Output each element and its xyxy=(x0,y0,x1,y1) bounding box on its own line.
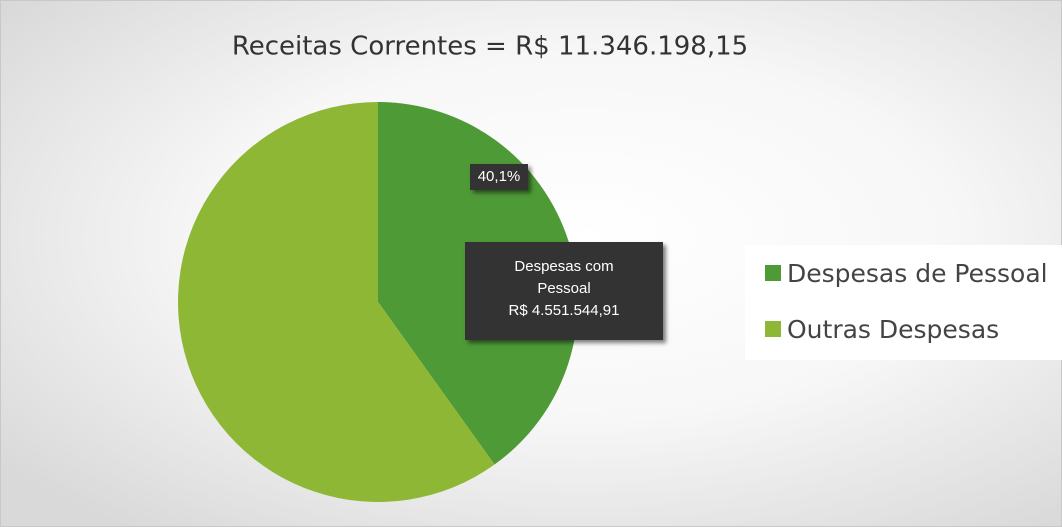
legend: Despesas de Pessoal Outras Despesas xyxy=(745,245,1062,360)
annotation-label: Despesas com Pessoal xyxy=(514,258,614,297)
legend-label: Despesas de Pessoal xyxy=(787,259,1048,288)
legend-swatch xyxy=(765,321,781,337)
legend-item: Outras Despesas xyxy=(765,315,999,344)
legend-label: Outras Despesas xyxy=(787,315,1000,344)
annotation-amount: R$ 4.551.544,91 xyxy=(508,302,620,319)
chart-title: Receitas Correntes = R$ 11.346.198,15 xyxy=(232,32,748,62)
legend-swatch xyxy=(765,265,781,281)
pie-slice xyxy=(177,102,495,503)
value-label: 40,1% xyxy=(470,164,528,190)
legend-item: Despesas de Pessoal xyxy=(765,259,1048,288)
annotation: Despesas com Pessoal R$ 4.551.544,91 xyxy=(465,242,663,340)
